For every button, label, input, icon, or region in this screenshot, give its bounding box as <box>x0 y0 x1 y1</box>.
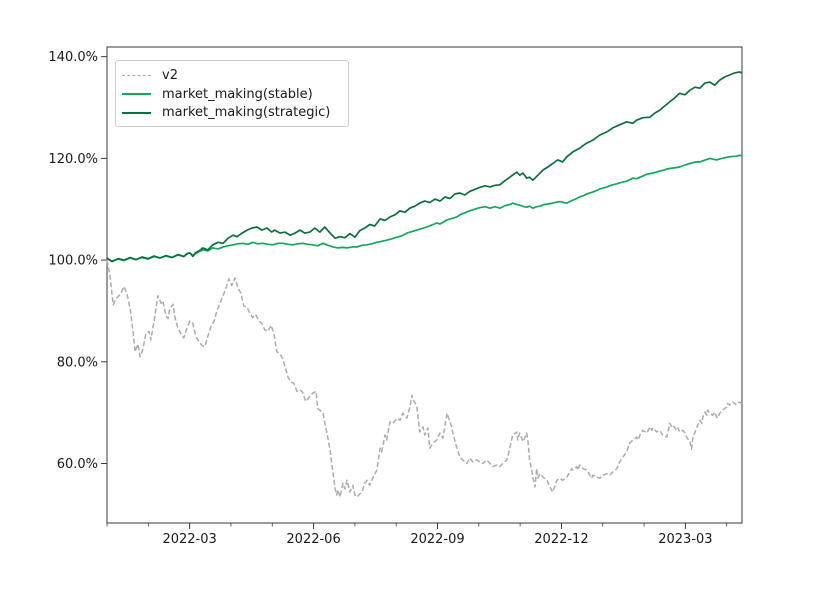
x-tick-label: 2022-03 <box>162 532 216 547</box>
y-tick-label: 140.0% <box>48 50 98 65</box>
y-tick-label: 60.0% <box>57 457 98 472</box>
x-tick-label: 2022-12 <box>534 532 588 547</box>
legend-item-market-making-strategic: market_making(strategic) <box>122 103 340 122</box>
series-line-0 <box>106 259 743 498</box>
plot-frame <box>106 46 743 524</box>
legend-label-market-making-stable: market_making(stable) <box>162 86 313 102</box>
y-tick-label: 120.0% <box>48 152 98 167</box>
x-tick-label: 2022-09 <box>410 532 464 547</box>
y-tick-label: 100.0% <box>48 254 98 269</box>
x-tick-label: 2023-03 <box>658 532 712 547</box>
y-tick-label: 80.0% <box>57 355 98 370</box>
series-line-1 <box>106 154 743 262</box>
legend: v2 market_making(stable) market_making(s… <box>115 60 349 127</box>
legend-label-market-making-strategic: market_making(strategic) <box>162 105 331 121</box>
legend-item-market-making-stable: market_making(stable) <box>122 85 340 104</box>
legend-item-v2: v2 <box>122 66 340 85</box>
legend-label-v2: v2 <box>162 67 178 83</box>
series-line-2 <box>106 71 743 263</box>
legend-swatch-v2-dashed-line <box>122 74 151 76</box>
x-tick-label: 2022-06 <box>286 532 340 547</box>
legend-swatch-strategic-line <box>122 111 151 114</box>
legend-swatch-stable-line <box>122 93 151 95</box>
